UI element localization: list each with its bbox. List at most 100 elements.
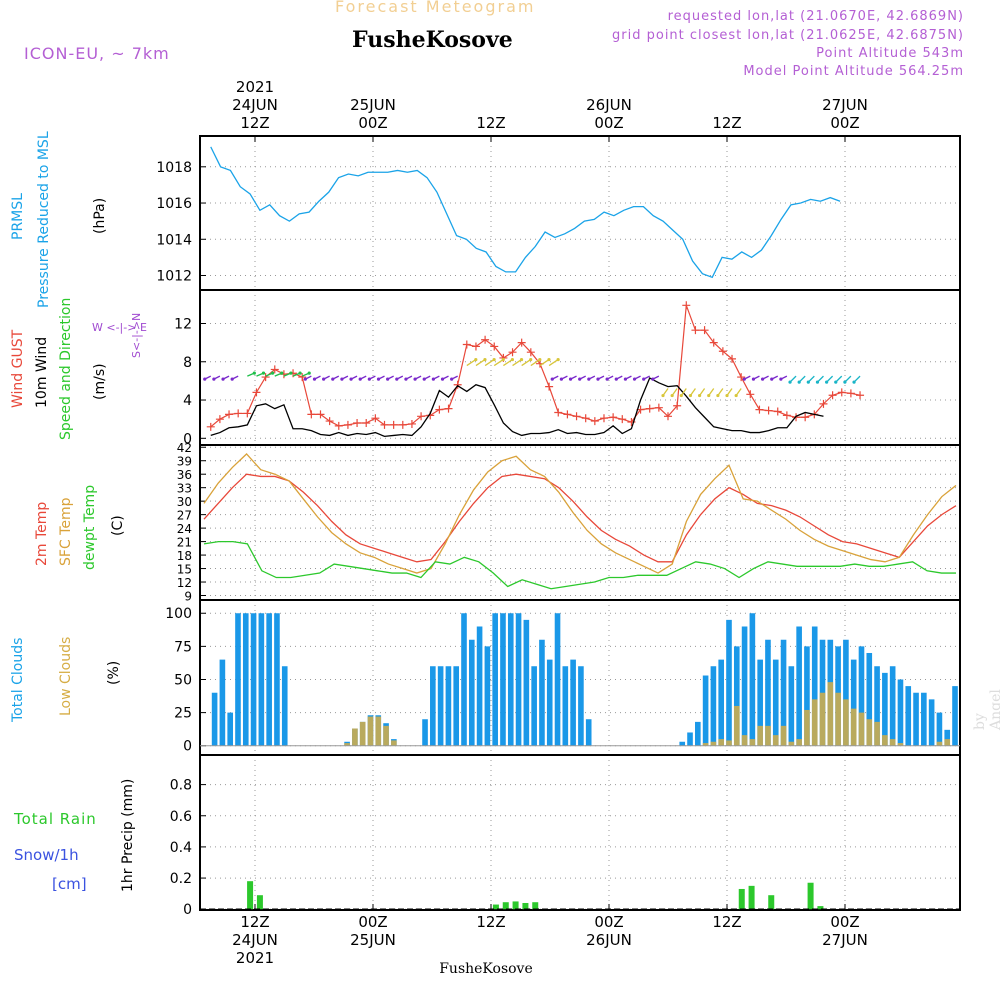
total-cloud-bar bbox=[500, 613, 506, 746]
wind-arrow-head bbox=[632, 377, 637, 381]
ylabel-10m-wind: 10m Wind bbox=[34, 337, 50, 408]
gust-marker bbox=[490, 342, 499, 351]
wind-arrow-head bbox=[614, 377, 618, 381]
wind-arrow-head bbox=[779, 377, 783, 381]
low-cloud-bar bbox=[796, 739, 802, 746]
gust-marker bbox=[453, 380, 462, 389]
wind-arrow-head bbox=[261, 371, 266, 375]
total-cloud-bar bbox=[679, 741, 686, 746]
total-cloud-bar bbox=[772, 659, 779, 746]
wind-arrow-head bbox=[538, 357, 542, 362]
total-cloud-bar bbox=[936, 712, 943, 746]
total-cloud-bar bbox=[804, 646, 810, 746]
ytick-label: 1012 bbox=[156, 269, 192, 285]
total-cloud-bar bbox=[211, 692, 218, 746]
ytick-label: 24 bbox=[177, 522, 192, 536]
total-cloud-bar bbox=[710, 666, 717, 746]
time-label-top: 12Z bbox=[240, 114, 269, 132]
ylabel-dewpt: dewpt Temp bbox=[82, 485, 98, 570]
total-cloud-bar bbox=[476, 626, 483, 746]
wind-arrow-head bbox=[661, 393, 665, 398]
rain-bar bbox=[256, 895, 263, 910]
legend-total-rain: Total Rain bbox=[13, 810, 97, 828]
gust-marker bbox=[645, 404, 654, 413]
temp-line-1 bbox=[203, 453, 957, 574]
ytick-label: 42 bbox=[177, 441, 192, 455]
total-cloud-bar bbox=[897, 679, 904, 746]
wind-arrow-head bbox=[797, 380, 801, 384]
temp-line-0 bbox=[203, 473, 957, 563]
time-label-top: 00Z bbox=[830, 114, 859, 132]
ytick-label: 50 bbox=[174, 672, 192, 688]
gust-marker bbox=[746, 390, 755, 399]
wind-line bbox=[210, 377, 824, 438]
wind-arrow-head bbox=[230, 377, 234, 381]
wind-arrow-head bbox=[358, 377, 362, 381]
time-label-top: 27JUN bbox=[822, 96, 868, 114]
total-cloud-bar bbox=[788, 666, 795, 746]
low-cloud-bar bbox=[359, 721, 366, 746]
wind-arrow bbox=[530, 359, 541, 367]
time-label-top: 00Z bbox=[358, 114, 387, 132]
ytick-label: 33 bbox=[177, 482, 192, 496]
rain-bar bbox=[807, 882, 814, 910]
gust-marker bbox=[709, 338, 718, 347]
gust-marker bbox=[435, 405, 444, 414]
wind-arrow-head bbox=[760, 377, 765, 381]
total-cloud-bar bbox=[578, 666, 584, 746]
wind-arrow-head bbox=[568, 377, 573, 381]
low-cloud-bar bbox=[944, 739, 951, 746]
gust-marker bbox=[728, 354, 737, 363]
wind-arrow bbox=[548, 359, 559, 367]
gust-marker bbox=[508, 348, 517, 357]
wind-arrow-head bbox=[280, 371, 284, 375]
total-cloud-bar bbox=[702, 675, 709, 746]
low-cloud-bar bbox=[936, 741, 943, 746]
wind-arrow-head bbox=[395, 377, 399, 381]
time-label-bottom: 2021 bbox=[236, 949, 274, 967]
wind-arrow bbox=[475, 359, 486, 367]
total-cloud-bar bbox=[687, 732, 693, 746]
low-cloud-bar bbox=[772, 735, 779, 746]
model-point-altitude: Model Point Altitude 564.25m bbox=[743, 64, 964, 79]
total-cloud-bar bbox=[242, 613, 249, 746]
gust-marker bbox=[270, 365, 279, 374]
ylabel-speed-dir: Speed and Direction bbox=[58, 298, 74, 440]
low-cloud-bar bbox=[780, 725, 787, 746]
panel-frame bbox=[199, 135, 961, 291]
total-cloud-bar bbox=[227, 712, 233, 746]
total-cloud-bar bbox=[905, 686, 912, 746]
ytick-label: 1018 bbox=[156, 160, 192, 176]
gust-marker bbox=[782, 411, 791, 420]
wind-arrow-head bbox=[413, 377, 417, 381]
total-cloud-bar bbox=[235, 613, 241, 746]
total-cloud-bar bbox=[585, 719, 592, 746]
total-cloud-bar bbox=[453, 666, 460, 746]
gust-marker bbox=[554, 408, 563, 417]
legend-cm: [cm] bbox=[52, 875, 87, 893]
low-cloud-bar bbox=[788, 741, 795, 746]
ytick-label: 30 bbox=[177, 495, 192, 509]
total-cloud-bar bbox=[422, 719, 428, 746]
total-cloud-bar bbox=[866, 652, 873, 746]
wind-arrow-head bbox=[825, 380, 829, 384]
gust-marker bbox=[654, 403, 663, 412]
wind-arrow-head bbox=[386, 377, 390, 381]
compass-sn: S<-|->N bbox=[130, 313, 143, 358]
gust-marker bbox=[773, 407, 782, 416]
low-cloud-bar bbox=[383, 725, 389, 746]
wind-arrow-head bbox=[642, 377, 646, 381]
wind-arrow-head bbox=[529, 357, 533, 362]
wind-arrow-head bbox=[331, 377, 335, 381]
wind-arrow bbox=[512, 359, 522, 367]
rain-bar bbox=[532, 902, 539, 910]
panel-5: 0 0.2 0.4 0.6 0.8 bbox=[170, 754, 961, 918]
ytick-label: 12 bbox=[177, 576, 192, 590]
total-cloud-bar bbox=[437, 666, 444, 746]
gust-marker bbox=[682, 301, 691, 310]
gust-marker bbox=[599, 414, 608, 423]
total-cloud-bar bbox=[741, 626, 748, 746]
low-cloud-bar bbox=[367, 716, 374, 746]
wind-arrow-head bbox=[556, 357, 560, 362]
low-cloud-bar bbox=[819, 692, 826, 746]
